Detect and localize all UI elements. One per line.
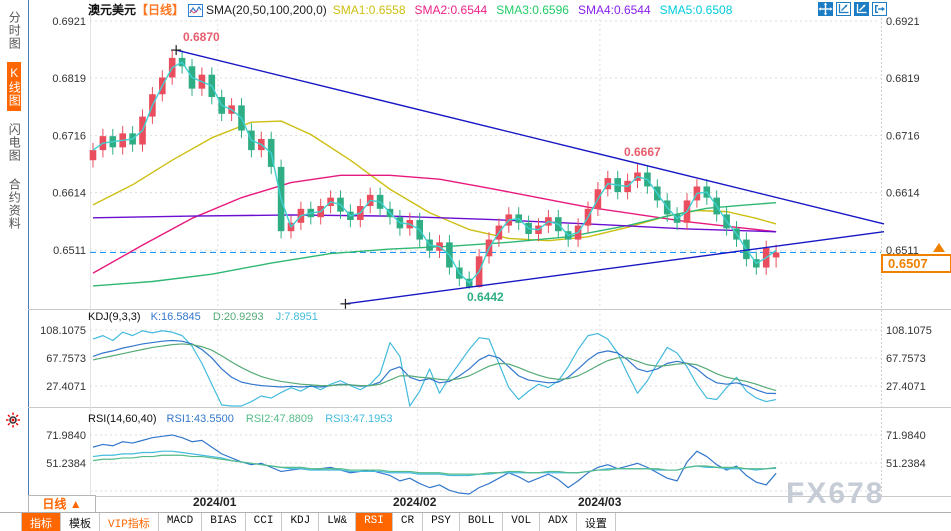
- toolbar-item-cr[interactable]: CR: [393, 513, 424, 531]
- svg-text:0.6716: 0.6716: [886, 131, 920, 143]
- toolbar-item-设置[interactable]: 设置: [577, 513, 616, 531]
- annotation-swing-high: 0.6667: [624, 145, 661, 159]
- x-axis-label-mar: 2024/03: [578, 495, 622, 509]
- sidebar: 分时图 K线图闪电图合约资料: [0, 0, 28, 531]
- exit-icon[interactable]: [872, 2, 887, 16]
- rsi-legend: RSI(14,60,40) RSI1:43.5500 RSI2:47.8809 …: [88, 413, 393, 425]
- annotation-low-price: 0.6442: [467, 290, 504, 304]
- toolbar-item-kdj[interactable]: KDJ: [282, 513, 320, 531]
- kdj-legend: KDJ(9,3,3) K:16.5845 D:20.9293 J:7.8951: [88, 311, 318, 323]
- chart-type-icon[interactable]: [188, 4, 204, 17]
- svg-text:108.1075: 108.1075: [886, 325, 932, 337]
- kdj-lines: [92, 330, 777, 407]
- chart-header: 澳元美元【日线】 SMA(20,50,100,200,0) SMA1:0.6558 S…: [28, 1, 951, 21]
- svg-text:71.9840: 71.9840: [886, 430, 926, 442]
- toolbar-item-指标[interactable]: 指标: [22, 513, 61, 531]
- svg-text:0.6614: 0.6614: [52, 188, 86, 200]
- sma-overlays: [92, 120, 777, 287]
- rsi2-value: RSI2:47.8809: [245, 413, 314, 425]
- toolbar-item-psy[interactable]: PSY: [423, 513, 460, 531]
- toolbar-item-cci[interactable]: CCI: [246, 513, 283, 531]
- svg-text:0.6716: 0.6716: [52, 131, 86, 143]
- rsi1-value: RSI1:43.5500: [166, 413, 234, 425]
- toolbar-item-boll[interactable]: BOLL: [460, 513, 504, 531]
- toolbar-item-bias[interactable]: BIAS: [202, 513, 246, 531]
- svg-text:71.9840: 71.9840: [46, 430, 86, 442]
- sidebar-tab-kline-chart[interactable]: K线图: [6, 62, 22, 111]
- period-dropdown[interactable]: 日线 ▲: [28, 495, 96, 513]
- toolbar-item-rsi[interactable]: RSI: [356, 513, 393, 531]
- svg-text:0.6819: 0.6819: [52, 73, 86, 85]
- toolbar-item-lw[interactable]: LW&: [319, 513, 357, 531]
- sma5-line: [92, 61, 777, 284]
- sma-params: SMA(20,50,100,200,0): [206, 2, 327, 17]
- kdj-params: KDJ(9,3,3): [88, 311, 141, 323]
- sma1-legend-value: SMA1:0.6558: [332, 2, 406, 17]
- last-price-tag: 0.6507: [881, 254, 951, 273]
- sidebar-tab-flash-chart[interactable]: 闪电图: [7, 123, 22, 162]
- svg-text:27.4071: 27.4071: [46, 381, 86, 393]
- svg-text:0.6921: 0.6921: [52, 16, 86, 28]
- move-tool-icon[interactable]: [818, 2, 833, 16]
- rsi-lines: [92, 434, 777, 495]
- svg-text:27.4071: 27.4071: [886, 381, 926, 393]
- symbol-title: 澳元美元: [88, 3, 137, 17]
- svg-text:67.7573: 67.7573: [886, 353, 926, 365]
- x-axis-label-jan: 2024/01: [193, 495, 237, 509]
- svg-text:67.7573: 67.7573: [46, 353, 86, 365]
- sma4-legend-value: SMA4:0.6544: [577, 2, 651, 17]
- toolbar-item-vip指标[interactable]: VIP指标: [100, 513, 159, 531]
- axis-pan-icon[interactable]: [854, 2, 869, 16]
- rsi-params: RSI(14,60,40): [88, 413, 157, 425]
- grid-lines: [28, 0, 951, 531]
- toolbar-item-vol[interactable]: VOL: [503, 513, 541, 531]
- sma-legend: SMA1:0.6558 SMA2:0.6544 SMA3:0.6596 SMA4:0.…: [332, 2, 742, 17]
- toolbar-item-模板[interactable]: 模板: [61, 513, 100, 531]
- sma3-legend-value: SMA3:0.6596: [496, 2, 569, 17]
- price-up-arrow-icon: [933, 243, 945, 252]
- kdj-k-value: K:16.5845: [150, 311, 201, 323]
- svg-text:0.6614: 0.6614: [886, 188, 920, 200]
- kdj-d-value: D:20.9293: [212, 311, 264, 323]
- svg-text:108.1075: 108.1075: [40, 325, 86, 337]
- sma5-legend-value: SMA5:0.6508: [659, 2, 733, 17]
- window-controls: [818, 2, 887, 16]
- axis-scale-icon[interactable]: [836, 2, 851, 16]
- trendlines: [171, 45, 885, 309]
- svg-text:51.2384: 51.2384: [886, 458, 926, 470]
- period-tag: 【日线】: [136, 3, 185, 17]
- annotation-high-price: 0.6870: [183, 30, 220, 44]
- svg-text:0.6921: 0.6921: [886, 16, 920, 28]
- sma2-legend-value: SMA2:0.6544: [414, 2, 488, 17]
- svg-text:51.2384: 51.2384: [46, 458, 86, 470]
- x-axis-label-feb: 2024/02: [393, 495, 437, 509]
- axis-labels: 0.6921 0.6921 0.6819 0.6819 0.6716 0.6716 0.66…: [40, 16, 932, 470]
- toolbar-item-adx[interactable]: ADX: [540, 513, 577, 531]
- indicator-toolbar: 指标 模板 VIP指标 MACD BIAS CCI KDJ LW& RSI CR PSY BOLL VO…: [0, 512, 951, 531]
- sidebar-tab-contract-info[interactable]: 合约资料: [7, 178, 22, 230]
- rsi3-value: RSI3:47.1953: [325, 413, 393, 425]
- toolbar-spacer: [0, 513, 22, 531]
- toolbar-item-macd[interactable]: MACD: [159, 513, 203, 531]
- hot-icon: [3, 411, 21, 429]
- svg-text:0.6511: 0.6511: [53, 245, 86, 257]
- sidebar-tab-time-chart[interactable]: 分时图: [7, 11, 22, 50]
- svg-text:0.6819: 0.6819: [886, 73, 920, 85]
- watermark: FX678: [786, 477, 885, 510]
- kdj-j-value: J:7.8951: [275, 311, 318, 323]
